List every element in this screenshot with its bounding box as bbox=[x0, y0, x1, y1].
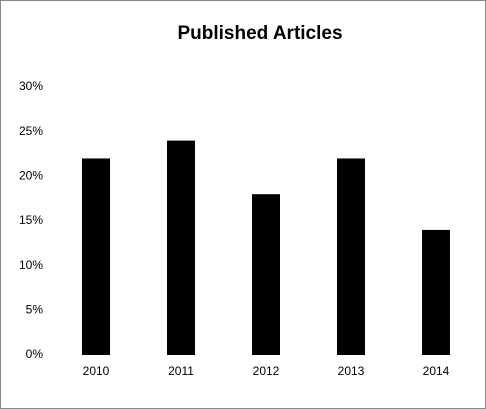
bar bbox=[167, 140, 195, 355]
x-tick-label: 2013 bbox=[338, 364, 365, 378]
y-tick-label: 20% bbox=[19, 169, 43, 183]
y-tick-label: 30% bbox=[19, 79, 43, 93]
chart-title: Published Articles bbox=[177, 23, 342, 44]
x-tick-label: 2014 bbox=[423, 364, 450, 378]
bar bbox=[82, 158, 110, 355]
x-tick-label: 2010 bbox=[83, 364, 110, 378]
x-tick-label: 2012 bbox=[253, 364, 280, 378]
y-tick-label: 15% bbox=[19, 213, 43, 227]
y-tick-label: 10% bbox=[19, 258, 43, 272]
y-tick-label: 25% bbox=[19, 124, 43, 138]
y-tick-label: 5% bbox=[26, 303, 44, 317]
bar bbox=[337, 158, 365, 355]
y-tick-label: 0% bbox=[26, 347, 44, 361]
bar bbox=[422, 229, 450, 355]
bar bbox=[252, 194, 280, 355]
x-tick-label: 2011 bbox=[168, 364, 194, 378]
